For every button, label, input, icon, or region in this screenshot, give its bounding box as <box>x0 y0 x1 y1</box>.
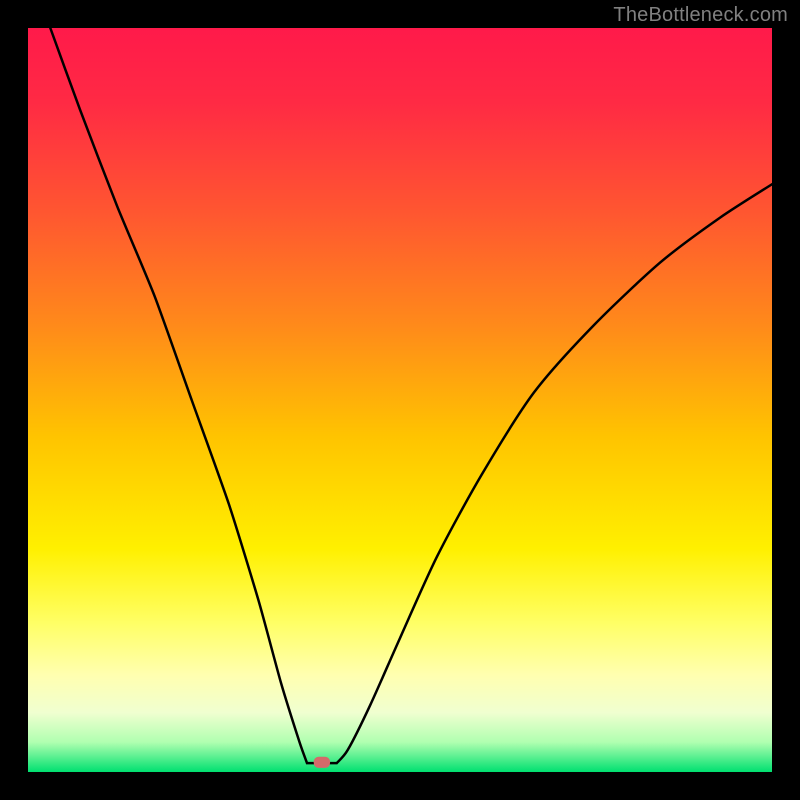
bottleneck-marker <box>314 757 330 768</box>
watermark-text: TheBottleneck.com <box>613 4 788 27</box>
bottleneck-chart <box>0 0 800 800</box>
chart-container: TheBottleneck.com <box>0 0 800 800</box>
gradient-background <box>28 28 772 772</box>
